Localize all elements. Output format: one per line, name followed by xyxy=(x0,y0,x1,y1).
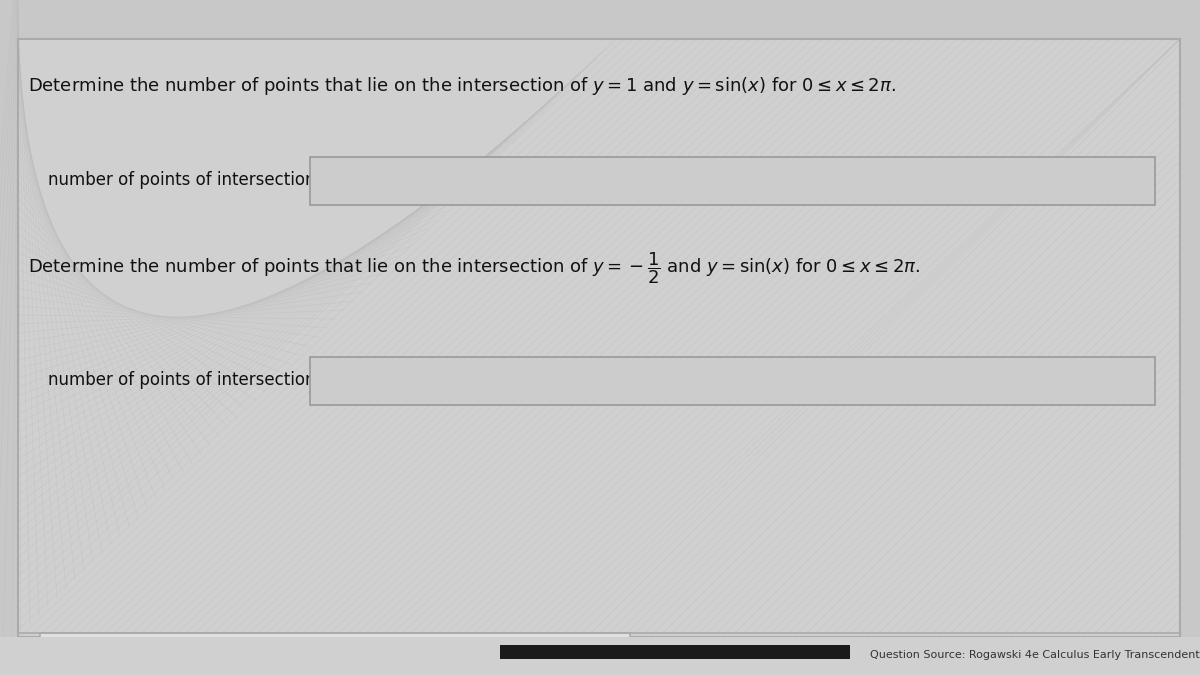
FancyBboxPatch shape xyxy=(40,633,630,675)
Text: Determine the number of points that lie on the intersection of $y = -\dfrac{1}{2: Determine the number of points that lie … xyxy=(28,250,920,286)
Text: number of points of intersection:: number of points of intersection: xyxy=(48,371,322,389)
Text: Determine the number of points that lie on the intersection of $y = 1$ and $y = : Determine the number of points that lie … xyxy=(28,75,896,97)
FancyBboxPatch shape xyxy=(310,357,1154,405)
FancyBboxPatch shape xyxy=(500,645,850,659)
Text: Question Source: Rogawski 4e Calculus Early Transcendentals  |  Publisher: W.H. : Question Source: Rogawski 4e Calculus Ea… xyxy=(870,650,1200,660)
FancyBboxPatch shape xyxy=(310,157,1154,205)
FancyBboxPatch shape xyxy=(18,39,1180,637)
FancyBboxPatch shape xyxy=(0,637,1200,675)
Text: number of points of intersection:: number of points of intersection: xyxy=(48,171,322,189)
